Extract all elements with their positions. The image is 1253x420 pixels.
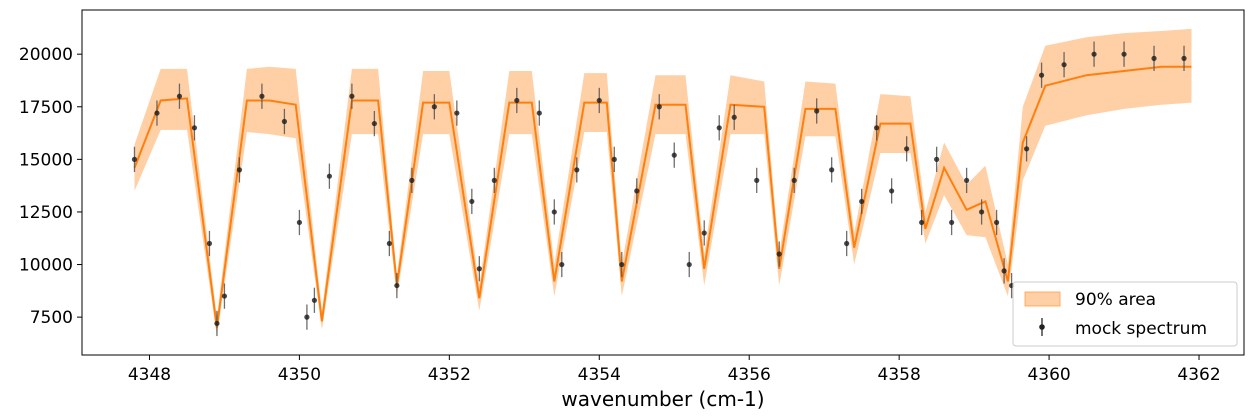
data-point bbox=[994, 209, 1000, 236]
data-point bbox=[1061, 52, 1067, 78]
legend-label-points: mock spectrum bbox=[1075, 319, 1207, 339]
data-point bbox=[154, 100, 160, 126]
data-point bbox=[776, 241, 782, 267]
data-point bbox=[394, 272, 400, 299]
data-point bbox=[296, 209, 303, 236]
data-point bbox=[559, 251, 565, 278]
data-point bbox=[1091, 41, 1097, 67]
y-tick-label: 12500 bbox=[19, 203, 73, 223]
plot-area bbox=[131, 28, 1192, 337]
legend-band-swatch bbox=[1024, 291, 1061, 307]
data-point bbox=[829, 157, 835, 183]
x-tick-label: 4356 bbox=[728, 365, 771, 385]
data-point bbox=[214, 310, 220, 337]
data-point bbox=[619, 251, 625, 278]
data-point bbox=[701, 220, 707, 246]
data-point bbox=[259, 83, 265, 109]
data-point bbox=[371, 110, 377, 137]
data-point bbox=[386, 230, 392, 257]
data-point bbox=[536, 100, 542, 126]
y-tick-label: 10000 bbox=[19, 256, 73, 276]
data-point bbox=[859, 188, 865, 215]
data-point bbox=[889, 178, 895, 204]
data-point bbox=[514, 87, 520, 114]
axes-frame bbox=[81, 9, 1245, 356]
y-tick-label: 17500 bbox=[19, 98, 73, 118]
x-tick-label: 4360 bbox=[1027, 365, 1070, 385]
data-point bbox=[874, 115, 880, 141]
data-point bbox=[596, 87, 602, 114]
data-point bbox=[1023, 136, 1030, 162]
data-point bbox=[1151, 45, 1157, 72]
confidence-band bbox=[134, 28, 1192, 337]
data-point bbox=[754, 167, 760, 194]
data-point bbox=[904, 136, 910, 162]
data-point bbox=[221, 283, 228, 309]
x-tick-label: 4362 bbox=[1177, 365, 1220, 385]
data-point bbox=[574, 157, 580, 183]
data-point bbox=[814, 98, 820, 124]
data-point bbox=[491, 167, 497, 194]
data-point bbox=[551, 199, 557, 225]
data-point bbox=[611, 146, 617, 172]
x-tick-label: 4358 bbox=[878, 365, 921, 385]
data-point bbox=[281, 108, 288, 135]
data-point bbox=[716, 115, 722, 141]
data-point bbox=[686, 251, 692, 278]
data-point bbox=[949, 209, 955, 236]
data-point bbox=[671, 142, 677, 168]
model-line bbox=[133, 65, 1192, 328]
data-point bbox=[326, 163, 332, 189]
data-point bbox=[1038, 62, 1045, 88]
data-point bbox=[304, 304, 310, 330]
data-point bbox=[469, 188, 475, 215]
y-tick-label: 20000 bbox=[19, 45, 73, 65]
data-point bbox=[634, 178, 640, 204]
x-tick-label: 4354 bbox=[578, 365, 621, 385]
data-point bbox=[476, 256, 482, 282]
legend-box bbox=[1012, 281, 1238, 347]
data-point bbox=[311, 287, 317, 313]
y-axis-ticks: 7500 10000 12500 15000 17500 20000 bbox=[19, 45, 82, 328]
x-tick-label: 4352 bbox=[428, 365, 471, 385]
data-point bbox=[1121, 41, 1127, 67]
legend-label-band: 90% area bbox=[1075, 290, 1156, 310]
data-point bbox=[1001, 258, 1007, 284]
data-point bbox=[791, 167, 797, 194]
data-point bbox=[409, 167, 415, 194]
legend-point-swatch bbox=[1039, 324, 1045, 330]
legend: 90% area mock spectrum bbox=[1012, 281, 1238, 347]
data-point bbox=[934, 146, 940, 172]
data-point bbox=[731, 104, 737, 130]
x-axis-title: wavenumber (cm-1) bbox=[561, 387, 764, 411]
data-point bbox=[656, 94, 662, 120]
data-point bbox=[236, 157, 243, 183]
data-point bbox=[131, 146, 138, 172]
x-tick-label: 4348 bbox=[128, 365, 171, 385]
data-point bbox=[964, 167, 970, 194]
y-tick-label: 7500 bbox=[30, 308, 73, 328]
data-point bbox=[979, 199, 985, 225]
data-point bbox=[919, 209, 925, 236]
data-point bbox=[1181, 45, 1187, 72]
data-point bbox=[349, 83, 355, 109]
data-point bbox=[206, 230, 213, 257]
data-point bbox=[454, 100, 460, 126]
data-point bbox=[176, 83, 183, 109]
x-tick-label: 4350 bbox=[278, 365, 321, 385]
x-axis-ticks: 4348 4350 4352 4354 4356 4358 4360 4362 bbox=[128, 355, 1221, 385]
data-point bbox=[431, 94, 437, 120]
y-tick-label: 15000 bbox=[19, 150, 73, 170]
data-point bbox=[844, 230, 850, 257]
data-point bbox=[191, 115, 198, 141]
